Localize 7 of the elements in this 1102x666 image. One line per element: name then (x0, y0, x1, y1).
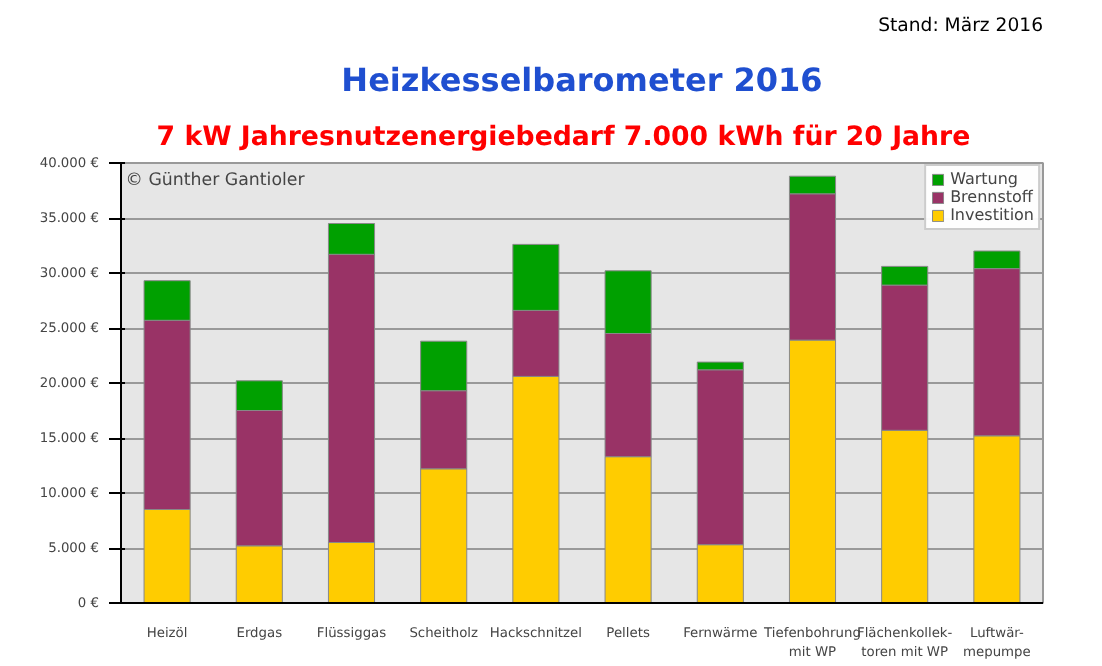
chart-title: Heizkesselbarometer 2016 (341, 61, 823, 99)
legend-label: Wartung (950, 170, 1019, 188)
text: Stand: März 2016 (878, 15, 1044, 37)
legend-label: Brennstoff (950, 188, 1033, 206)
legend-label: Investition (950, 206, 1034, 224)
annotation: © Günther Gantioler (125, 171, 306, 191)
chart-subtitle: 7 kW Jahresnutzenergiebedarf 7.000 kWh für 20 Jahre (156, 123, 971, 153)
